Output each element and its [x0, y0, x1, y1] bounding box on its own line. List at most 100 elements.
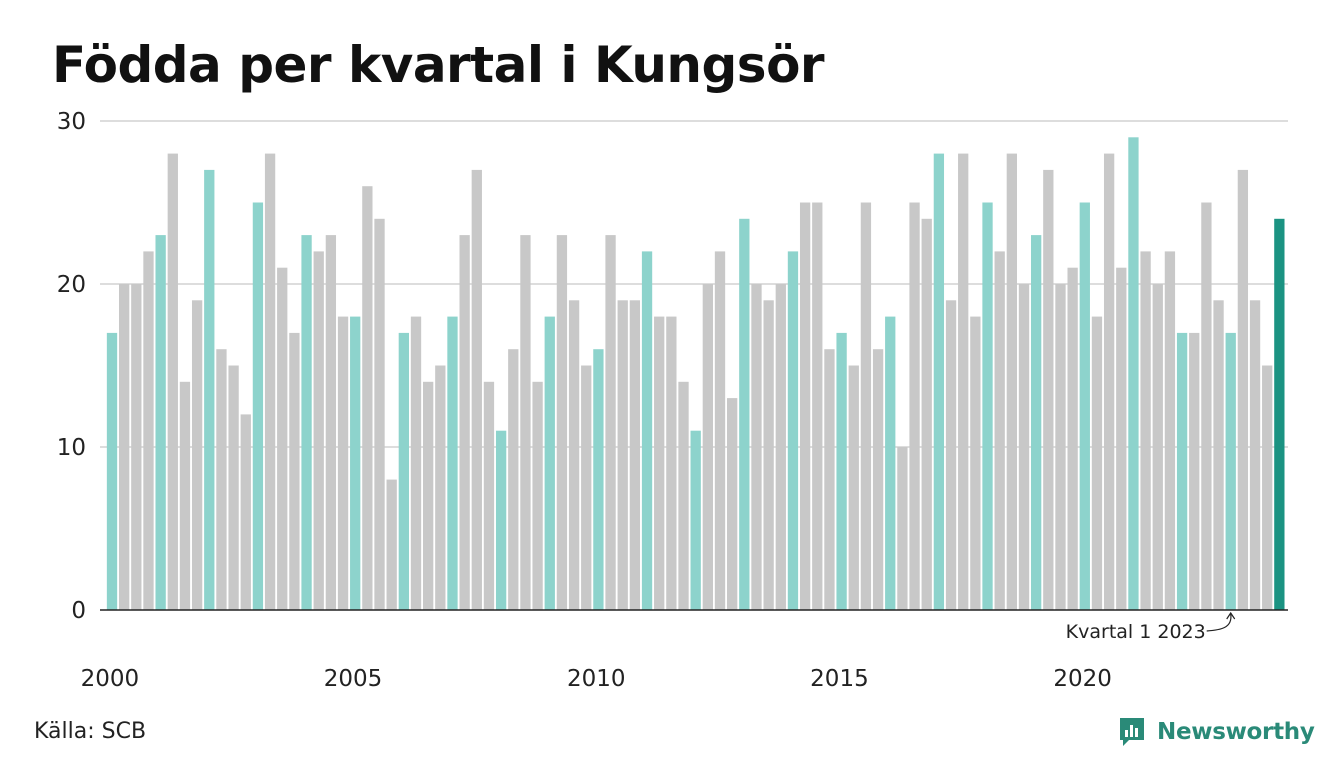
bar [204, 169, 215, 610]
bar [1189, 332, 1200, 610]
y-tick-label: 30 [57, 109, 86, 135]
bar [775, 284, 786, 610]
x-tick-label: 2020 [1053, 666, 1112, 692]
bar [617, 300, 628, 610]
bar [1164, 251, 1176, 610]
bar [556, 235, 568, 610]
bar [921, 218, 932, 611]
bar [1067, 267, 1078, 610]
bar [739, 218, 750, 611]
bar [325, 235, 337, 610]
bar [1006, 153, 1017, 610]
bar [994, 251, 1005, 610]
bar [1055, 284, 1066, 610]
bar [568, 300, 580, 610]
bars [106, 137, 1285, 611]
bar [374, 218, 385, 611]
bar [520, 235, 531, 610]
bar [605, 235, 616, 610]
bar [897, 447, 908, 610]
bar [155, 235, 166, 610]
bar [337, 316, 349, 610]
bar [143, 251, 154, 610]
y-tick-label: 10 [57, 435, 86, 461]
bar [885, 316, 896, 610]
bar [191, 300, 203, 610]
bar [131, 284, 142, 610]
bar [301, 235, 312, 610]
x-tick-label: 2010 [567, 666, 626, 692]
bar [787, 251, 799, 610]
bar [848, 365, 859, 610]
bar [982, 202, 993, 610]
bar [702, 284, 713, 610]
bar [654, 316, 665, 610]
bar [216, 349, 227, 610]
bar [1031, 235, 1042, 610]
bar [1018, 284, 1030, 610]
bar [495, 430, 507, 610]
bar [812, 202, 823, 610]
x-tick-label: 2000 [81, 666, 140, 692]
bar-chart: 0 10 20 30 2000 2005 2010 2015 2020 Kvartal 1 20… [57, 109, 1288, 692]
bar [1079, 202, 1090, 610]
bar [933, 153, 945, 610]
bar [1176, 332, 1188, 610]
x-tick-label: 2015 [810, 666, 869, 692]
bar [629, 300, 641, 610]
bar [799, 202, 811, 610]
bar [1128, 137, 1139, 611]
annotation: Kvartal 1 2023 [1066, 611, 1236, 643]
bar [1201, 202, 1212, 610]
bar [581, 365, 592, 610]
bar [398, 332, 409, 610]
bar [423, 381, 434, 610]
axes: 0 10 20 30 2000 2005 2010 2015 2020 [57, 109, 1288, 692]
bar [690, 430, 701, 610]
newsworthy-logo-icon [1120, 718, 1144, 746]
bar [641, 251, 653, 610]
bar [909, 202, 920, 610]
bar [350, 316, 361, 610]
bar [1262, 365, 1273, 610]
bar [471, 169, 482, 610]
bar [1043, 169, 1054, 610]
x-tick-label: 2005 [324, 666, 383, 692]
bar [1213, 300, 1224, 610]
bar [532, 381, 543, 610]
bar [872, 349, 884, 610]
bar [483, 381, 495, 610]
bar [459, 235, 470, 610]
brand-name: Newsworthy [1157, 719, 1315, 745]
y-tick-label: 20 [57, 272, 86, 298]
bar [860, 202, 872, 610]
bar [1249, 300, 1261, 610]
bar [1116, 267, 1127, 610]
bar [1225, 332, 1236, 610]
bar [666, 316, 677, 610]
bar [945, 300, 957, 610]
bar [763, 300, 774, 610]
bar [1091, 316, 1103, 610]
bar [179, 381, 191, 610]
bar [252, 202, 264, 610]
bar [228, 365, 239, 610]
bar [970, 316, 981, 610]
bar [167, 153, 178, 610]
y-tick-label: 0 [71, 598, 86, 624]
bar [289, 332, 300, 610]
bar [119, 284, 130, 610]
bar [277, 267, 288, 610]
bar [593, 349, 604, 610]
bar [544, 316, 555, 610]
bar [362, 186, 373, 610]
annotation-arrow [1206, 613, 1232, 632]
annotation-label: Kvartal 1 2023 [1066, 621, 1206, 643]
bar [958, 153, 969, 610]
bar [836, 332, 847, 610]
brand[interactable]: Newsworthy [1117, 712, 1315, 752]
bar [1103, 153, 1115, 610]
bar [106, 332, 118, 610]
bar [264, 153, 276, 610]
bar [386, 479, 397, 610]
